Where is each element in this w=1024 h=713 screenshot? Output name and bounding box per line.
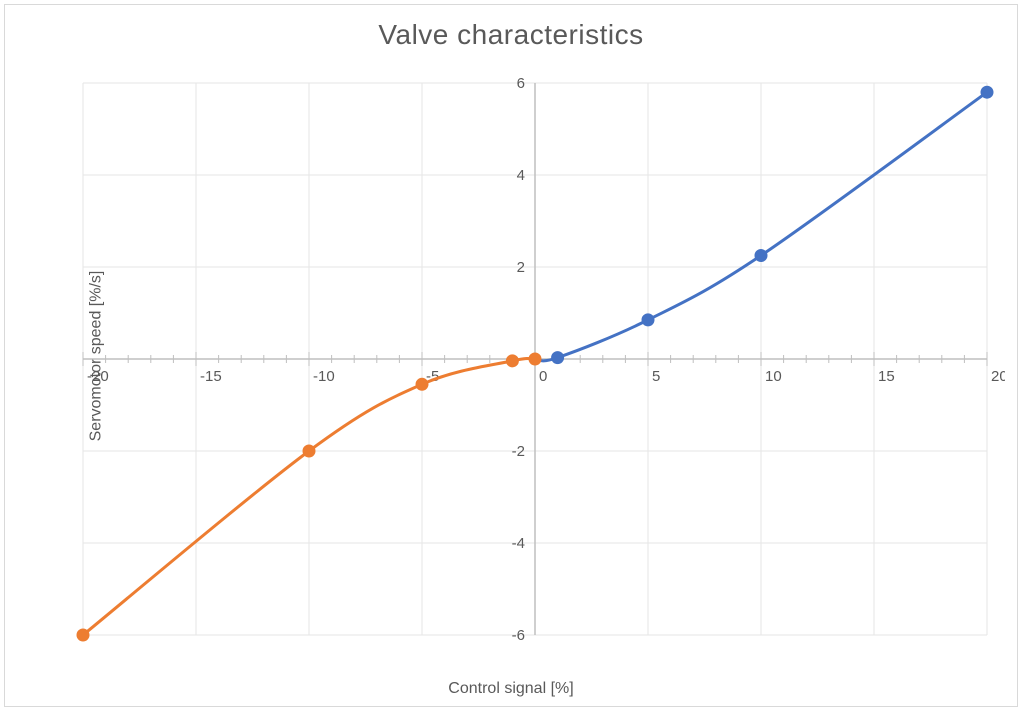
chart-title: Valve characteristics: [5, 19, 1017, 51]
y-tick-label: 4: [517, 167, 525, 184]
x-tick-label: 10: [765, 368, 782, 385]
x-tick-label: 5: [652, 368, 660, 385]
x-tick-label: 15: [878, 368, 895, 385]
series-marker-negative: [416, 378, 428, 390]
x-tick-label: -10: [313, 368, 335, 385]
x-tick-label: -20: [87, 368, 109, 385]
y-tick-label: 6: [517, 75, 525, 92]
series-marker-negative: [529, 353, 541, 365]
x-tick-label: 20: [991, 368, 1005, 385]
x-axis-label: Control signal [%]: [5, 680, 1017, 698]
y-tick-label: -4: [512, 535, 525, 552]
series-marker-positive: [642, 314, 654, 326]
series-marker-positive: [755, 250, 767, 262]
y-tick-label: -6: [512, 627, 525, 644]
series-marker-positive: [981, 86, 993, 98]
plot-area: -20-15-10-505101520-6-4-2246: [65, 65, 1005, 675]
chart-frame: Valve characteristics Servomotor speed […: [4, 4, 1018, 707]
series-marker-negative: [303, 445, 315, 457]
y-tick-label: -2: [512, 443, 525, 460]
series-marker-negative: [506, 355, 518, 367]
series-marker-negative: [77, 629, 89, 641]
y-tick-label: 2: [517, 259, 525, 276]
x-tick-label: -15: [200, 368, 222, 385]
series-marker-positive: [552, 352, 564, 364]
x-tick-label: 0: [539, 368, 547, 385]
